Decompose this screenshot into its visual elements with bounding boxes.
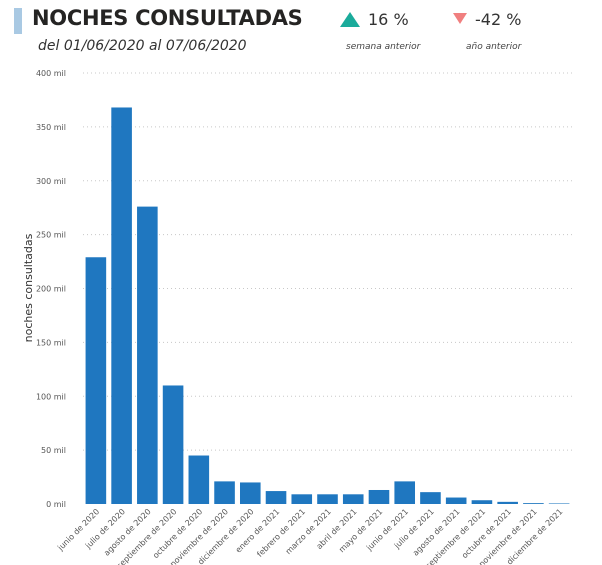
up-arrow-icon bbox=[340, 12, 360, 27]
y-axis-label: noches consultadas bbox=[22, 233, 35, 342]
kpi-year-value: -42 % bbox=[475, 10, 522, 29]
bar[interactable] bbox=[497, 501, 518, 504]
bar[interactable] bbox=[265, 491, 287, 504]
bar[interactable] bbox=[85, 257, 107, 504]
bar[interactable] bbox=[471, 500, 493, 504]
x-tick-label: marzo de 2021 bbox=[284, 507, 333, 556]
y-tick-label: 200 mil bbox=[36, 285, 66, 294]
kpi-week: 16 % bbox=[340, 10, 409, 29]
bar[interactable] bbox=[445, 497, 467, 504]
kpi-week-value: 16 % bbox=[368, 10, 409, 29]
bar[interactable] bbox=[291, 494, 313, 504]
down-arrow-icon bbox=[453, 13, 467, 24]
date-range: del 01/06/2020 al 07/06/2020 bbox=[38, 38, 247, 54]
bar[interactable] bbox=[317, 494, 338, 504]
bar[interactable] bbox=[111, 107, 132, 504]
bar[interactable] bbox=[342, 494, 364, 504]
y-tick-label: 0 mil bbox=[46, 500, 66, 509]
title-accent-bar bbox=[14, 8, 22, 34]
page-title: NOCHES CONSULTADAS bbox=[32, 6, 303, 30]
bar[interactable] bbox=[368, 489, 390, 504]
y-tick-label: 50 mil bbox=[41, 446, 66, 455]
y-tick-label: 250 mil bbox=[36, 231, 66, 240]
y-tick-label: 150 mil bbox=[36, 338, 66, 347]
x-tick-label: junio de 2020 bbox=[55, 507, 101, 553]
bar[interactable] bbox=[214, 481, 235, 504]
bar[interactable] bbox=[523, 503, 544, 504]
bar[interactable] bbox=[239, 482, 261, 504]
y-tick-label: 100 mil bbox=[36, 392, 66, 401]
y-tick-label: 350 mil bbox=[36, 123, 66, 132]
bar[interactable] bbox=[394, 481, 416, 504]
bar[interactable] bbox=[137, 206, 158, 505]
bar[interactable] bbox=[162, 385, 184, 504]
x-tick-label: agosto de 2021 bbox=[411, 507, 462, 558]
y-tick-label: 300 mil bbox=[36, 177, 66, 186]
bar[interactable] bbox=[420, 492, 441, 504]
kpi-year-label: año anterior bbox=[466, 42, 522, 52]
y-tick-label: 400 mil bbox=[36, 69, 66, 78]
x-tick-label: agosto de 2020 bbox=[102, 507, 153, 558]
kpi-year: -42 % bbox=[453, 10, 521, 29]
bar[interactable] bbox=[548, 503, 570, 504]
bar[interactable] bbox=[188, 455, 210, 504]
kpi-week-label: semana anterior bbox=[346, 42, 421, 52]
